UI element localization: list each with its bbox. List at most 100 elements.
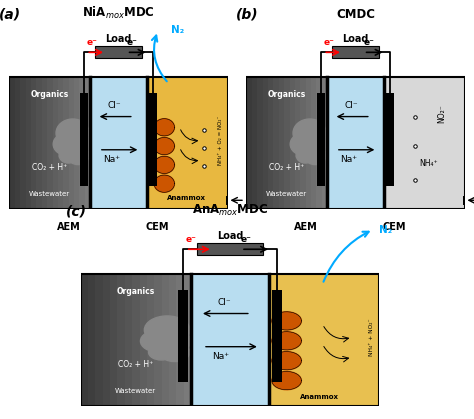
Bar (26, 77, 31, 210)
Bar (88, 274, 95, 406)
Bar (132, 274, 139, 406)
Bar (252, 77, 257, 210)
Bar (226, 196, 229, 205)
Bar (268, 77, 273, 210)
Circle shape (140, 330, 176, 352)
Circle shape (290, 133, 316, 155)
Bar (257, 77, 263, 210)
Bar (463, 196, 466, 205)
Text: CO₂ + H⁺: CO₂ + H⁺ (269, 163, 304, 172)
Bar (386, 93, 393, 186)
Bar (9, 77, 228, 210)
Polygon shape (272, 352, 301, 370)
Bar (20, 77, 26, 210)
Bar (95, 274, 103, 406)
Text: CO₂ + H⁺: CO₂ + H⁺ (32, 163, 67, 172)
Bar (15, 77, 20, 210)
Text: Wastewater: Wastewater (29, 191, 70, 197)
Text: AEM: AEM (293, 222, 317, 233)
Bar (58, 77, 63, 210)
Text: AnA$_{mox}$MDC: AnA$_{mox}$MDC (191, 203, 268, 218)
Text: N₂: N₂ (379, 225, 392, 235)
Text: Organics: Organics (117, 287, 155, 295)
Text: Na⁺: Na⁺ (340, 155, 357, 164)
Text: Na⁺: Na⁺ (212, 352, 229, 361)
Circle shape (68, 135, 91, 154)
Bar (154, 274, 162, 406)
Bar (63, 77, 69, 210)
Text: e⁻: e⁻ (186, 235, 197, 244)
Bar (284, 77, 290, 210)
Polygon shape (272, 312, 301, 330)
Text: e⁻: e⁻ (323, 38, 334, 47)
Bar (273, 77, 279, 210)
Circle shape (145, 316, 190, 344)
Polygon shape (154, 156, 174, 173)
Circle shape (305, 135, 328, 154)
Bar (69, 77, 74, 210)
Bar (317, 77, 322, 210)
Bar (118, 274, 125, 406)
Text: Load: Load (342, 34, 369, 44)
Text: e⁻: e⁻ (364, 38, 374, 47)
Bar (81, 274, 191, 406)
Bar (74, 77, 80, 210)
Text: Load: Load (105, 34, 132, 44)
Bar (31, 77, 36, 210)
Bar (295, 77, 300, 210)
Text: Na⁺: Na⁺ (103, 155, 120, 164)
Text: NH₄⁺: NH₄⁺ (419, 158, 438, 168)
Text: (b): (b) (236, 8, 258, 21)
Text: Cl⁻: Cl⁻ (344, 101, 358, 110)
Text: (a): (a) (0, 8, 21, 21)
Text: CEM: CEM (383, 222, 407, 233)
Text: e⁻: e⁻ (86, 38, 97, 47)
Circle shape (296, 147, 315, 163)
Polygon shape (154, 175, 174, 192)
Text: N₂: N₂ (171, 25, 184, 34)
Bar (272, 290, 282, 383)
Text: Anammox: Anammox (166, 195, 206, 201)
Text: CMDC: CMDC (336, 8, 375, 21)
Bar (9, 77, 15, 210)
Bar (81, 274, 379, 406)
Circle shape (67, 146, 89, 165)
Bar (103, 274, 110, 406)
Bar (306, 77, 311, 210)
Bar (149, 93, 156, 186)
Bar (125, 274, 132, 406)
Bar (47, 77, 53, 210)
Circle shape (161, 332, 191, 351)
Text: e⁻: e⁻ (127, 38, 137, 47)
Text: NO₂⁻: NO₂⁻ (437, 105, 446, 123)
Polygon shape (272, 372, 301, 390)
Bar (80, 77, 85, 210)
Bar (9, 77, 90, 210)
Text: Organics: Organics (268, 90, 306, 98)
Bar (139, 274, 147, 406)
Circle shape (304, 146, 326, 165)
Circle shape (56, 119, 90, 147)
Text: Cl⁻: Cl⁻ (217, 298, 231, 307)
Circle shape (59, 147, 78, 163)
Bar (331, 47, 380, 58)
Circle shape (293, 119, 327, 147)
Bar (279, 77, 284, 210)
Text: AEM: AEM (56, 222, 80, 233)
Text: Wastewater: Wastewater (115, 388, 156, 394)
Bar (197, 243, 263, 255)
Bar (300, 77, 306, 210)
Bar (85, 77, 90, 210)
Polygon shape (154, 119, 174, 136)
Text: CO₂ + H⁺: CO₂ + H⁺ (118, 360, 154, 369)
Bar (94, 47, 143, 58)
Text: (c): (c) (65, 204, 87, 218)
Bar (36, 77, 42, 210)
Bar (327, 77, 384, 210)
Bar (42, 77, 47, 210)
Text: Organics: Organics (31, 90, 69, 98)
Bar (269, 274, 379, 406)
Text: Wastewater: Wastewater (266, 191, 307, 197)
Circle shape (53, 133, 79, 155)
Polygon shape (154, 137, 174, 155)
